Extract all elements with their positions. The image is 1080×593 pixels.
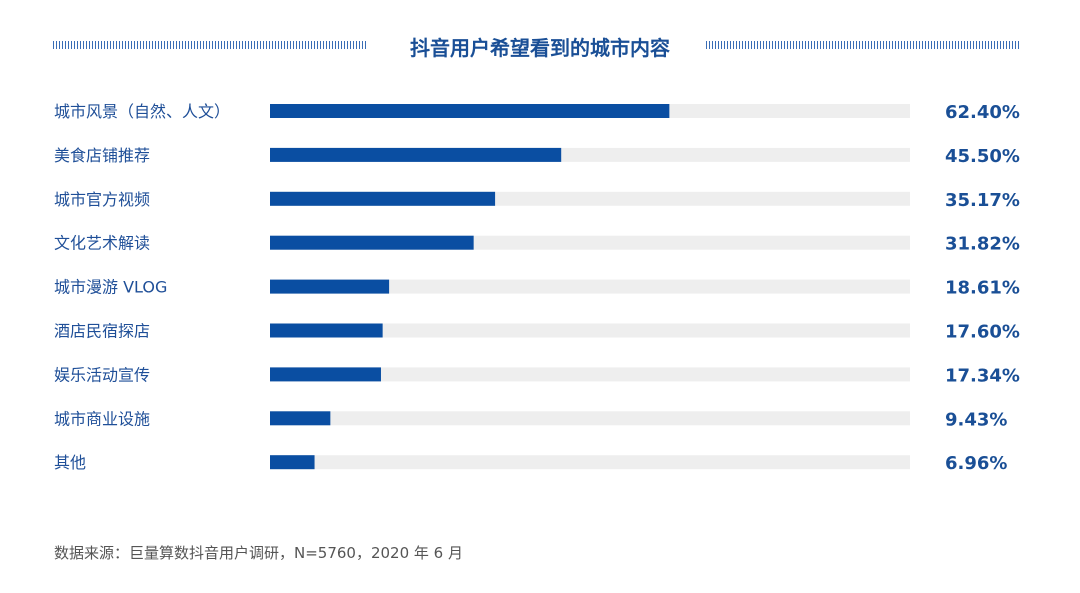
category-label: 美食店铺推荐 [54,146,150,165]
value-label: 35.17% [945,190,1020,211]
category-label: 城市官方视频 [54,190,150,209]
source-note: 数据来源：巨量算数抖音用户调研，N=5760，2020 年 6 月 [54,544,463,562]
value-label: 45.50% [945,146,1020,167]
category-label: 其他 [54,453,86,472]
bar [270,279,390,294]
bar [270,323,383,338]
category-label: 娱乐活动宣传 [54,365,150,384]
bar-track [270,279,910,294]
bar-track [270,367,910,382]
category-label: 城市风景（自然、人文） [54,102,230,121]
value-label: 18.61% [945,278,1020,299]
bar-track [270,411,910,426]
bar [270,235,474,250]
title-decoration-right [706,41,1021,49]
category-label: 酒店民宿探店 [54,322,150,341]
category-label: 城市商业设施 [54,409,150,428]
bar [270,455,315,470]
bar [270,367,381,382]
value-label: 6.96% [945,453,1007,474]
category-label: 文化艺术解读 [54,234,150,253]
value-label: 9.43% [945,409,1007,430]
bar-track [270,455,910,470]
title-decoration-left [53,41,368,49]
value-label: 17.60% [945,322,1020,343]
bar [270,191,496,206]
bar [270,411,331,426]
bar-track [270,323,910,338]
bar [270,147,562,162]
value-label: 31.82% [945,234,1020,255]
category-label: 城市漫游 VLOG [54,278,167,297]
chart-title: 抖音用户希望看到的城市内容 [410,36,670,60]
value-label: 17.34% [945,365,1020,386]
bar [270,104,670,118]
value-label: 62.40% [945,102,1020,123]
